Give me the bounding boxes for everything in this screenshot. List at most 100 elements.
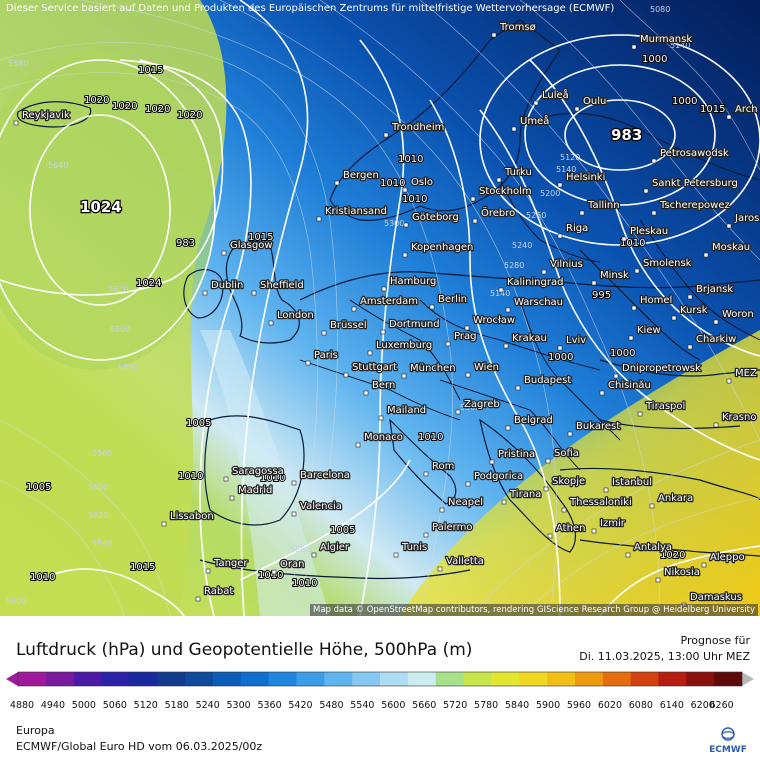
- isobar-line: [0, 59, 224, 296]
- city-marker: [591, 528, 597, 534]
- city-marker: [401, 373, 407, 379]
- isobar-value: 1015: [138, 65, 163, 76]
- city-label: Paris: [314, 350, 338, 361]
- iberia-trough: [200, 330, 330, 616]
- city-marker: [631, 44, 637, 50]
- north-africa-coast: [199, 559, 471, 580]
- city-label: Saragossa: [232, 466, 284, 477]
- legend-arrow-low: [6, 672, 18, 686]
- data-source-disclaimer: Dieser Service basiert auf Daten und Pro…: [6, 3, 615, 14]
- isobar-value: 1015: [248, 232, 273, 243]
- isobar-value: 1010: [178, 471, 203, 482]
- border-line: [349, 299, 461, 401]
- height-value: 5560: [460, 403, 480, 412]
- city-label: Tunis: [401, 542, 427, 553]
- isobar-value: 1020: [177, 110, 202, 121]
- city-marker: [505, 425, 511, 431]
- height-contour: [519, 0, 760, 261]
- height-contour: [319, 0, 661, 616]
- city-label: Woron: [722, 309, 754, 320]
- isobar-value: 1005: [26, 482, 51, 493]
- city-labels: Reykjavik Tromsø Murmansk Luleå Oulu Umeå Tron…: [13, 21, 760, 608]
- city-marker: [423, 532, 429, 538]
- city-marker: [503, 343, 509, 349]
- city-label: Rabat: [204, 586, 233, 597]
- height-value: 5560: [92, 449, 112, 458]
- north-european-coast: [299, 271, 760, 301]
- city-marker: [496, 177, 502, 183]
- isobar-value: 1010: [380, 178, 405, 189]
- city-marker: [305, 360, 311, 366]
- city-label: Kiew: [637, 325, 661, 336]
- height-contour: [469, 439, 760, 616]
- city-label: Valencia: [300, 501, 342, 512]
- city-marker: [637, 411, 643, 417]
- city-label: Dnipropetrowsk: [622, 363, 701, 374]
- city-label: Skopje: [552, 476, 585, 487]
- city-label: Kristiansand: [325, 206, 387, 217]
- city-label: Palermo: [432, 522, 472, 533]
- southeast-warm-region: [400, 330, 760, 616]
- city-marker: [221, 250, 227, 256]
- city-marker: [726, 223, 732, 229]
- isobar-value: 1020: [84, 95, 109, 106]
- legend-swatch: [101, 672, 130, 686]
- height-value: 5120: [560, 153, 580, 162]
- legend-swatch: [658, 672, 687, 686]
- forecast-date: Di. 11.03.2025, 13:00 Uhr MEZ: [579, 650, 750, 663]
- legend-tick-label: 5360: [257, 700, 281, 711]
- low-ring: [479, 34, 760, 246]
- height-value: 5640: [48, 161, 68, 170]
- border-line: [499, 179, 601, 263]
- isobar-line: [119, 59, 252, 616]
- city-label: Minsk: [600, 270, 629, 281]
- height-value: 5260: [526, 211, 546, 220]
- city-marker: [631, 305, 637, 311]
- isobar-ring: [0, 59, 216, 361]
- legend-swatch: [185, 672, 214, 686]
- city-marker: [498, 287, 504, 293]
- balkans-outline: [479, 418, 577, 553]
- legend-swatch: [268, 672, 297, 686]
- city-marker: [437, 566, 443, 572]
- city-label: Kursk: [680, 305, 708, 316]
- legend-swatch: [491, 672, 520, 686]
- legend-tick-label: 5000: [72, 700, 96, 711]
- city-label: Bergen: [343, 170, 379, 181]
- city-marker: [383, 132, 389, 138]
- city-label: Riga: [566, 223, 588, 234]
- legend-tick-label: 6020: [598, 700, 622, 711]
- city-label: Wien: [474, 362, 499, 373]
- height-value: 5240: [512, 241, 532, 250]
- legend-swatch: [352, 672, 381, 686]
- city-marker: [195, 596, 201, 602]
- legend-swatch: [519, 672, 548, 686]
- legend-tick-label: 5180: [165, 700, 189, 711]
- city-marker: [251, 290, 257, 296]
- ireland-outline: [183, 269, 224, 319]
- legend-swatch: [45, 672, 75, 686]
- city-marker: [643, 188, 649, 194]
- isobar-value: 1010: [292, 578, 317, 589]
- city-marker: [511, 126, 517, 132]
- atlantic-high-core: [0, 50, 215, 370]
- legend-swatch: [157, 672, 186, 686]
- city-label: Antalya: [634, 542, 672, 553]
- height-value: 5720: [704, 555, 724, 564]
- border-line: [439, 379, 581, 471]
- isobar-value: 995: [592, 290, 611, 301]
- turkey-south-coast: [579, 539, 760, 557]
- city-marker: [561, 507, 567, 513]
- height-value: 5300: [384, 219, 404, 228]
- city-label: Aleppo: [710, 552, 745, 563]
- city-label: Amsterdam: [360, 296, 418, 307]
- legend-tick-label: 6140: [660, 700, 684, 711]
- city-marker: [465, 372, 471, 378]
- city-marker: [472, 218, 478, 224]
- isobar-line: [529, 59, 760, 357]
- isobar-line: [429, 99, 561, 616]
- city-label: Neapel: [448, 497, 483, 508]
- city-label: Thessaloniki: [569, 497, 632, 508]
- city-label: Budapest: [524, 375, 571, 386]
- city-marker: [291, 480, 297, 486]
